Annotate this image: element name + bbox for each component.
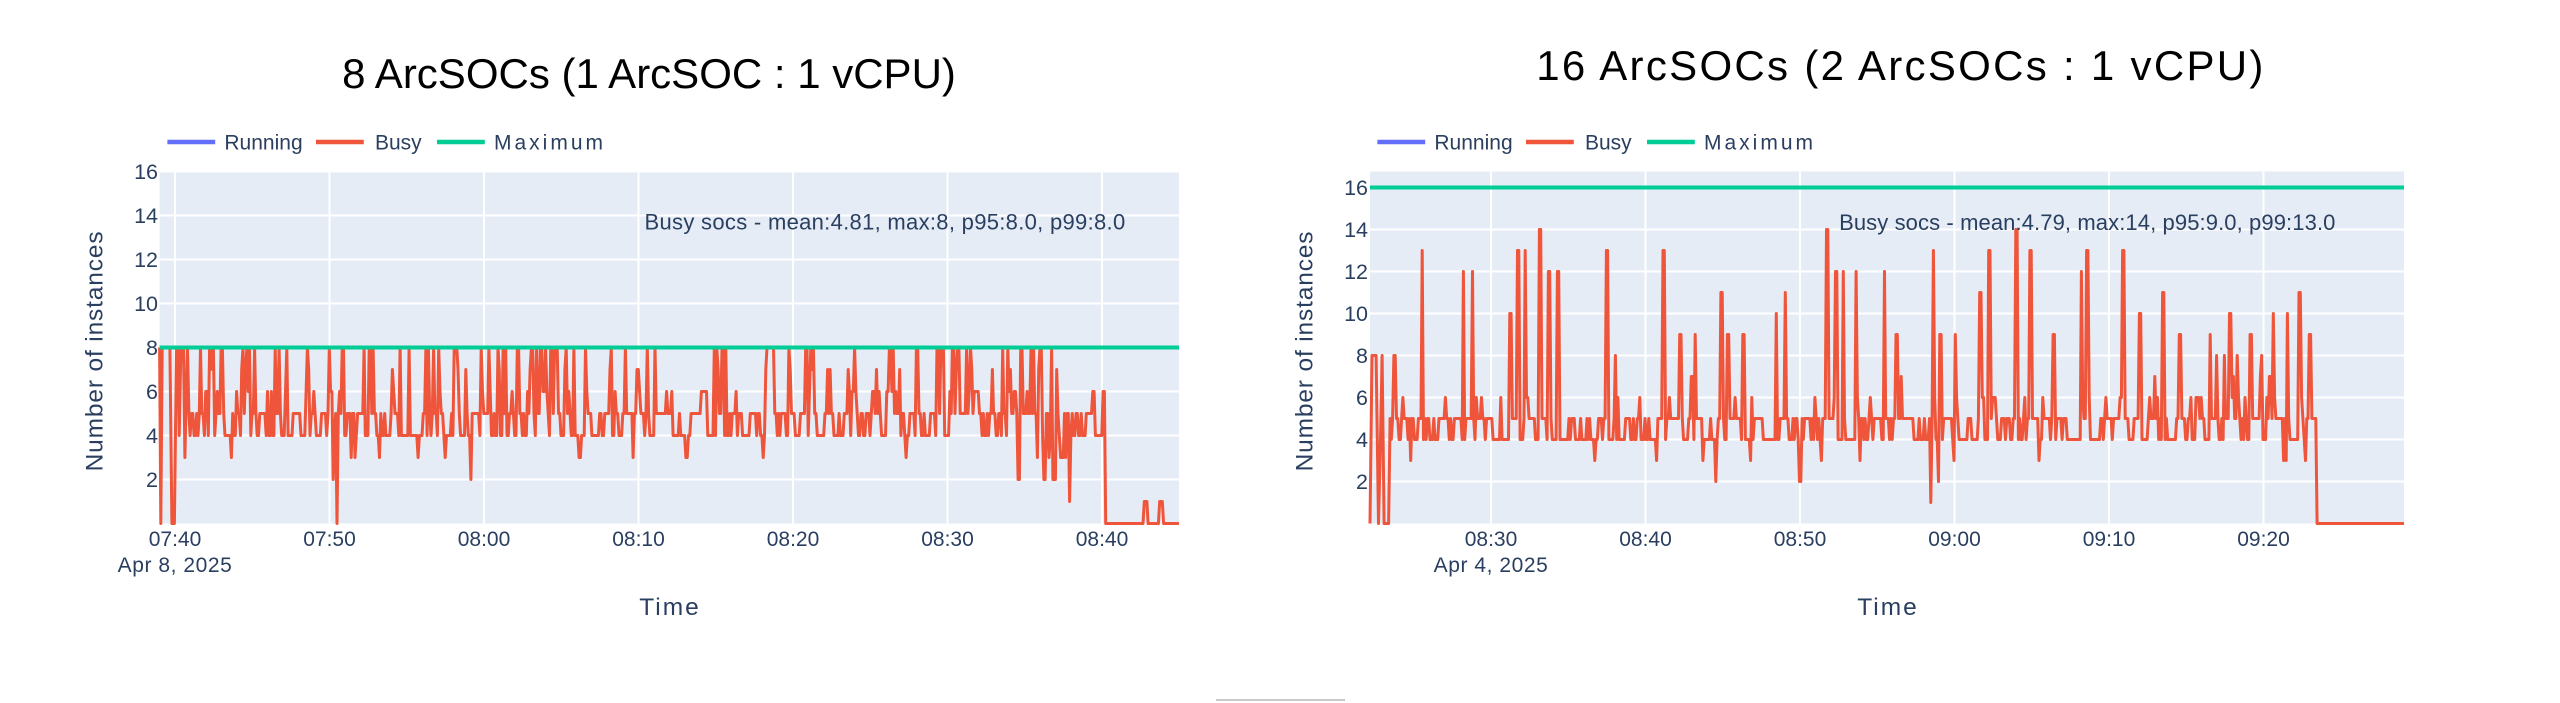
svg-text:Busy: Busy	[375, 132, 422, 155]
svg-text:12: 12	[1344, 260, 1368, 284]
svg-text:08:10: 08:10	[612, 528, 665, 551]
svg-text:Busy socs - mean:4.81, max:8,: Busy socs - mean:4.81, max:8, p95:8.0, p…	[645, 210, 1126, 235]
svg-text:Running: Running	[224, 132, 302, 155]
svg-text:Busy: Busy	[1585, 132, 1632, 155]
svg-text:Maximum: Maximum	[1704, 132, 1816, 155]
svg-text:Apr 4, 2025: Apr 4, 2025	[1434, 554, 1549, 577]
svg-text:16 ArcSOCs (2 ArcSOCs : 1 vCPU: 16 ArcSOCs (2 ArcSOCs : 1 vCPU)	[1536, 42, 2265, 89]
svg-text:10: 10	[1344, 302, 1368, 326]
svg-text:07:40: 07:40	[149, 528, 202, 551]
svg-text:4: 4	[146, 424, 158, 448]
svg-text:Busy socs - mean:4.79, max:14,: Busy socs - mean:4.79, max:14, p95:9.0, …	[1839, 210, 2335, 235]
svg-text:8: 8	[1356, 344, 1368, 368]
svg-text:Apr 8, 2025: Apr 8, 2025	[118, 554, 233, 577]
svg-text:08:30: 08:30	[1465, 528, 1518, 551]
svg-text:14: 14	[1344, 218, 1368, 242]
svg-text:6: 6	[1356, 386, 1368, 410]
svg-text:6: 6	[146, 380, 158, 404]
svg-text:Running: Running	[1434, 132, 1512, 155]
svg-text:4: 4	[1356, 428, 1368, 452]
svg-text:09:00: 09:00	[1928, 528, 1981, 551]
svg-text:Time: Time	[639, 594, 701, 621]
svg-text:07:50: 07:50	[303, 528, 356, 551]
svg-text:Time: Time	[1857, 594, 1919, 621]
svg-text:Number of instances: Number of instances	[81, 231, 108, 472]
svg-text:Maximum: Maximum	[494, 132, 606, 155]
svg-text:08:40: 08:40	[1076, 528, 1129, 551]
svg-text:2: 2	[146, 468, 158, 492]
svg-text:8 ArcSOCs (1 ArcSOC : 1 vCPU): 8 ArcSOCs (1 ArcSOC : 1 vCPU)	[342, 50, 956, 97]
svg-text:8: 8	[146, 336, 158, 360]
svg-text:09:20: 09:20	[2237, 528, 2290, 551]
svg-text:08:20: 08:20	[767, 528, 820, 551]
svg-text:16: 16	[1344, 176, 1368, 200]
svg-text:08:30: 08:30	[921, 528, 974, 551]
svg-text:14: 14	[134, 204, 158, 228]
svg-text:08:40: 08:40	[1619, 528, 1672, 551]
svg-text:10: 10	[134, 292, 158, 316]
svg-text:Number of instances: Number of instances	[1291, 231, 1318, 472]
svg-text:2: 2	[1356, 470, 1368, 494]
svg-text:08:50: 08:50	[1774, 528, 1827, 551]
svg-text:12: 12	[134, 248, 158, 272]
svg-text:09:10: 09:10	[2083, 528, 2136, 551]
svg-text:08:00: 08:00	[458, 528, 511, 551]
svg-text:16: 16	[134, 160, 158, 184]
